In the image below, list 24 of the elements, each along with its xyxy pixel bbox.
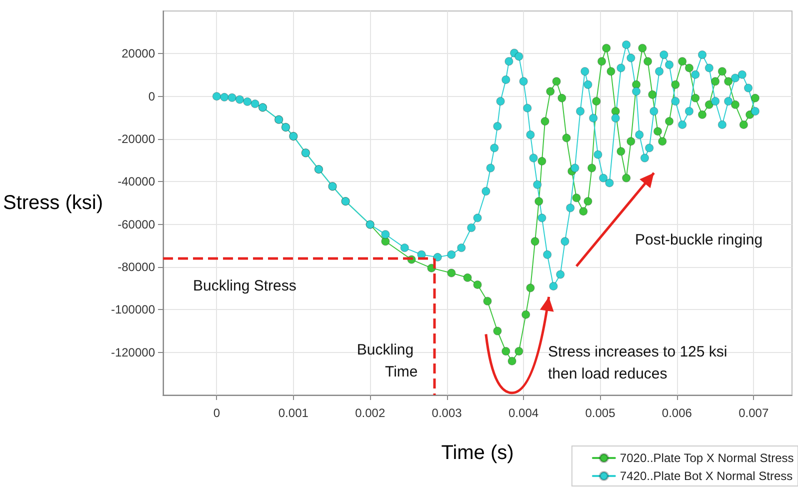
x-tick-label: 0.007 <box>738 406 769 420</box>
ref-line-label: Buckling Time <box>356 342 418 380</box>
x-tick-label: 0.003 <box>432 406 462 420</box>
y-axis-title: Stress (ksi) <box>3 192 103 214</box>
y-tick-label: -80000 <box>118 260 156 274</box>
x-tick-label: 0.005 <box>585 406 616 420</box>
x-axis-title: Time (s) <box>441 442 514 464</box>
legend-label: 7420..Plate Bot X Normal Stress <box>620 469 793 483</box>
x-tick-label: 0.001 <box>278 406 309 420</box>
annotation: Stress increases to 125 ksi then load reduces <box>548 344 732 382</box>
y-tick-label: 20000 <box>122 46 156 61</box>
ref-line-label: Buckling Stress <box>193 277 296 294</box>
x-tick-label: 0.006 <box>662 406 692 420</box>
x-tick-label: 0 <box>213 406 220 420</box>
x-tick-label: 0.004 <box>508 406 539 420</box>
y-tick-label: -100000 <box>110 302 156 317</box>
y-tick-label: -40000 <box>118 174 156 189</box>
y-tick-label: -120000 <box>110 345 156 360</box>
y-tick-label: -20000 <box>118 132 156 146</box>
legend-label: 7020..Plate Top X Normal Stress <box>620 451 794 465</box>
x-tick-label: 0.002 <box>355 406 386 420</box>
annotation: Post-buckle ringing <box>635 232 763 248</box>
y-tick-label: 0 <box>148 89 156 104</box>
y-tick-label: -60000 <box>118 217 156 232</box>
